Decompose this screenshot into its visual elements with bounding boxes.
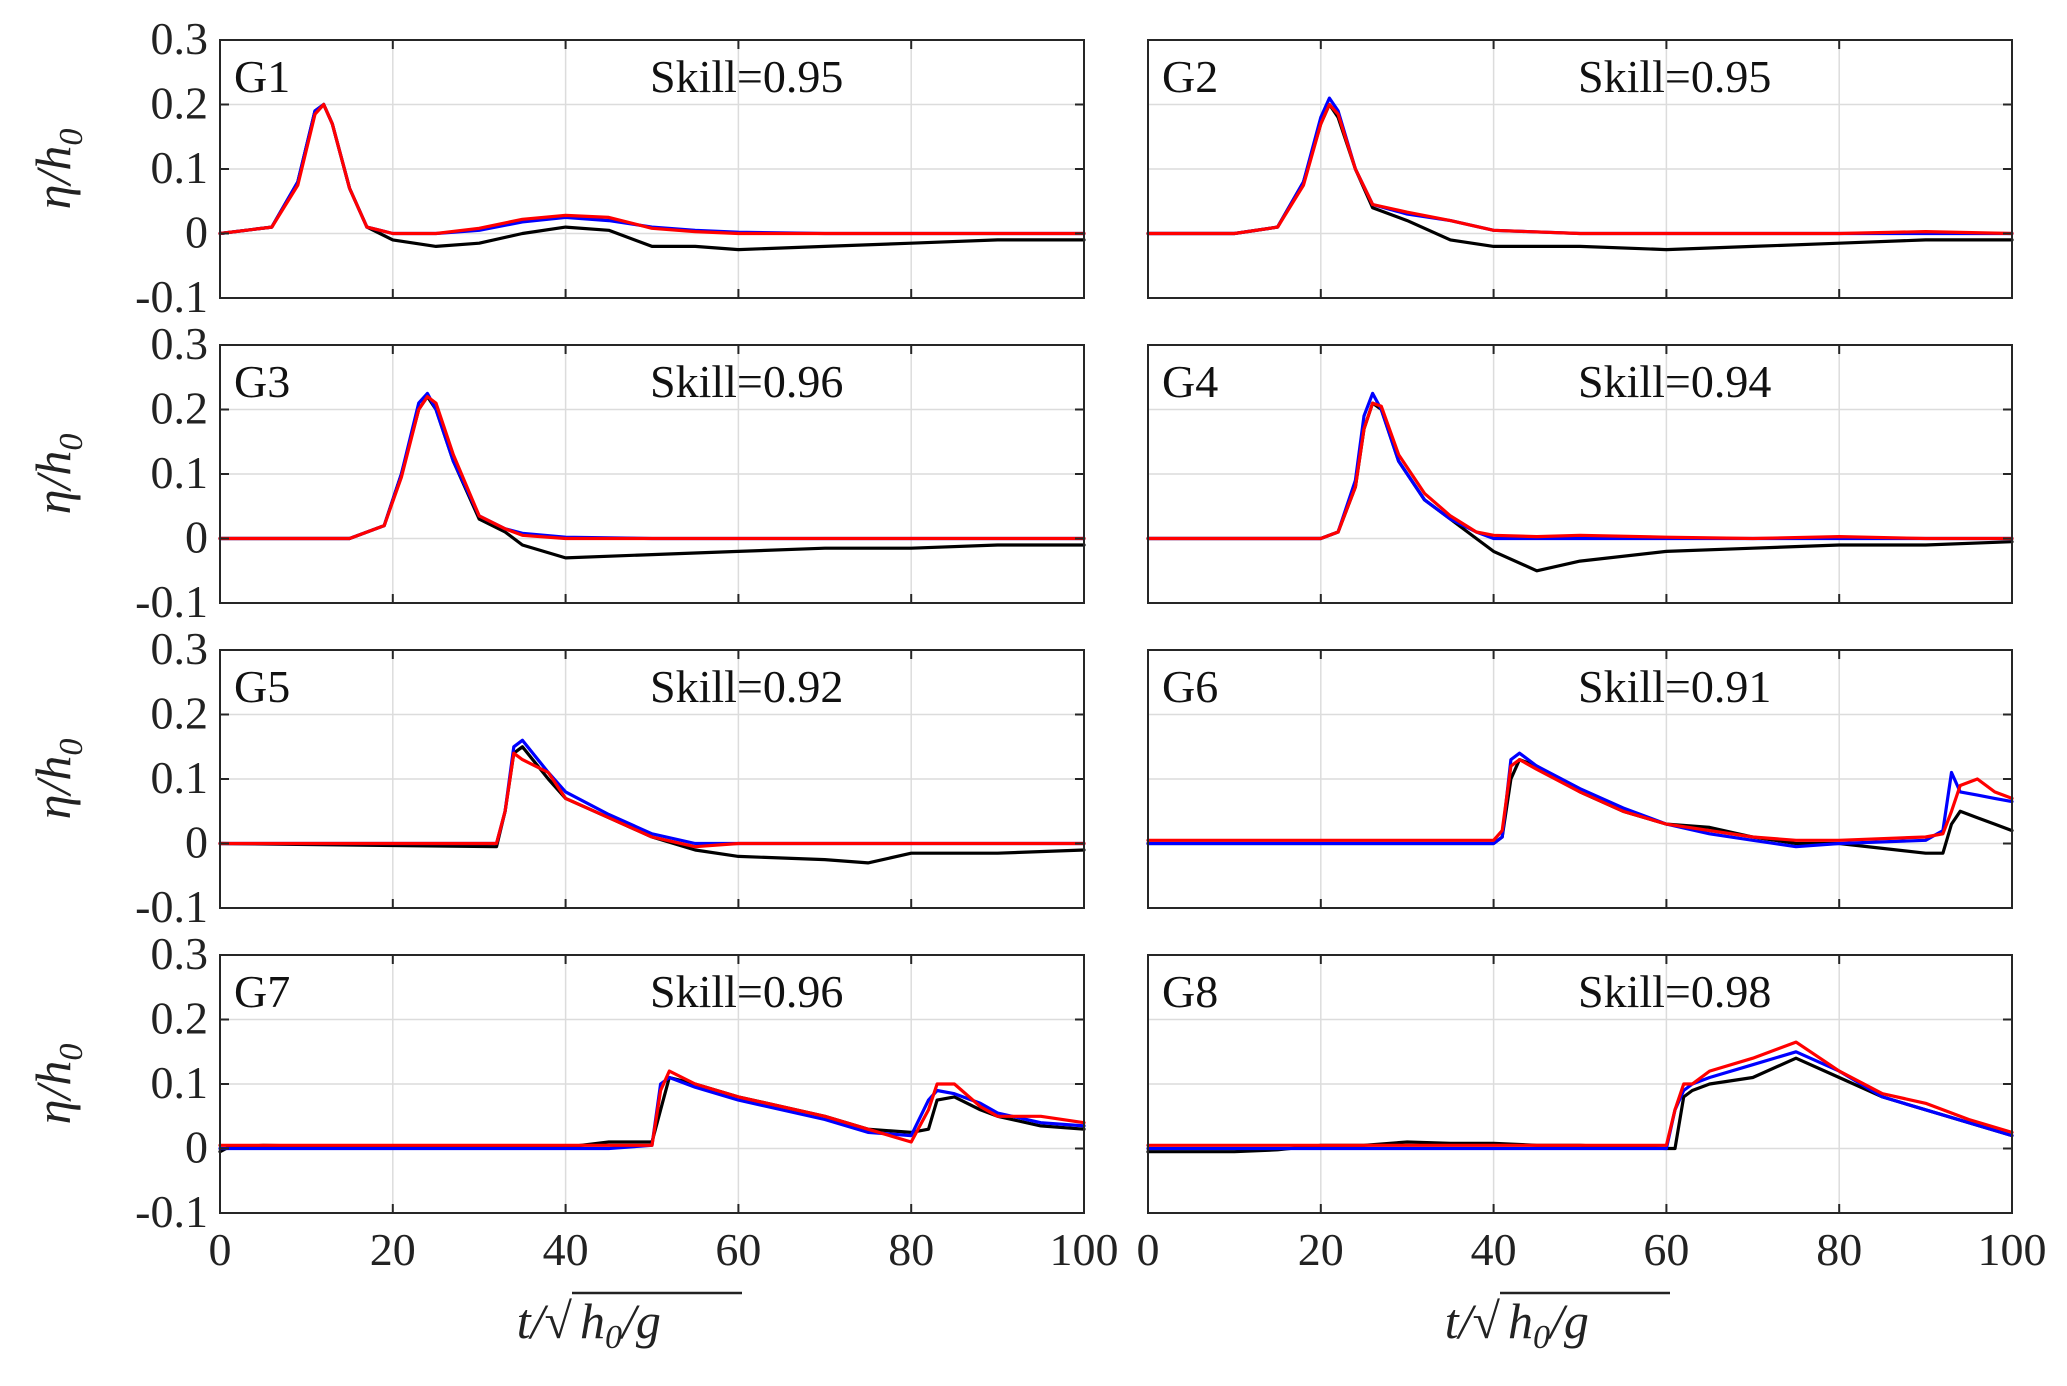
y-tick-label: 0.1	[151, 447, 209, 498]
x-tick-label: 80	[1816, 1224, 1862, 1275]
x-tick-label: 100	[1978, 1224, 2047, 1275]
skill-annotation: Skill=0.94	[1578, 356, 1771, 407]
y-axis-label: η/h0	[25, 739, 90, 820]
panel-label: G8	[1162, 966, 1218, 1017]
skill-annotation: Skill=0.95	[1578, 51, 1771, 102]
y-tick-label: 0.2	[151, 688, 209, 739]
skill-annotation: Skill=0.91	[1578, 661, 1771, 712]
y-tick-label: 0	[185, 512, 208, 563]
x-tick-label: 60	[1643, 1224, 1689, 1275]
series-model_red-g6	[1146, 758, 2014, 842]
svg-text:h0/g: h0/g	[580, 1293, 661, 1356]
series-model_blue-g6	[1146, 751, 2014, 849]
series-measured-g8	[1146, 1056, 2014, 1154]
y-tick-label: 0.3	[151, 13, 209, 64]
x-axis-label: t/√ h0/g	[517, 1291, 742, 1356]
series-model_red-g4	[1146, 401, 2014, 541]
series-model_blue-g5	[218, 738, 1086, 846]
series-model_blue-g2	[1146, 96, 2014, 236]
x-tick-label: 0	[1137, 1224, 1160, 1275]
series-measured-g4	[1146, 401, 2014, 573]
panel-g6: G6 Skill=0.91	[1146, 649, 2014, 909]
series-model_red-g8	[1146, 1040, 2014, 1147]
series-model_blue-g3	[218, 391, 1086, 541]
y-tick-label: -0.1	[135, 271, 208, 322]
y-tick-label: 0.1	[151, 1057, 209, 1108]
y-tick-label: 0.2	[151, 383, 209, 434]
x-tick-label: 100	[1050, 1224, 1119, 1275]
x-tick-label: 60	[715, 1224, 761, 1275]
y-axis-label: η/h0	[25, 434, 90, 515]
y-tick-label: 0.3	[151, 623, 209, 674]
y-tick-label: 0.1	[151, 142, 209, 193]
y-axis-label: η/h0	[25, 129, 90, 210]
panel-label: G7	[234, 966, 290, 1017]
x-axis-label: t/√ h0/g	[1445, 1291, 1670, 1356]
panel-label: G6	[1162, 661, 1218, 712]
panel-label: G1	[234, 51, 290, 102]
y-tick-label: 0.3	[151, 318, 209, 369]
panel-label: G3	[234, 356, 290, 407]
y-tick-label: 0.1	[151, 752, 209, 803]
y-tick-label: 0.2	[151, 78, 209, 129]
panel-g1: -0.1 0 0.1 0.2 0.3 η/h0 G1 Skill=0.95	[25, 13, 1086, 322]
panel-label: G4	[1162, 356, 1218, 407]
skill-annotation: Skill=0.98	[1578, 966, 1771, 1017]
x-tick-label: 20	[1298, 1224, 1344, 1275]
series-model_blue-g8	[1146, 1050, 2014, 1151]
panel-g4: G4 Skill=0.94	[1146, 344, 2014, 604]
y-tick-label: -0.1	[135, 576, 208, 627]
y-tick-label: 0	[185, 1122, 208, 1173]
series-model_red-g5	[218, 751, 1086, 849]
panel-label: G5	[234, 661, 290, 712]
y-tick-label: 0	[185, 207, 208, 258]
panel-label: G2	[1162, 51, 1218, 102]
x-tick-label: 80	[888, 1224, 934, 1275]
series-measured-g3	[218, 395, 1086, 560]
y-tick-label: -0.1	[135, 881, 208, 932]
y-tick-label: -0.1	[135, 1186, 208, 1237]
svg-text:h0/g: h0/g	[1508, 1293, 1589, 1356]
panel-g5: -0.1 0 0.1 0.2 0.3 η/h0 G5 Skill=0.92	[25, 623, 1086, 932]
series-model_red-g7	[218, 1069, 1086, 1147]
skill-annotation: Skill=0.92	[650, 661, 843, 712]
x-tick-label: 40	[543, 1224, 589, 1275]
panel-g2: G2 Skill=0.95	[1146, 39, 2014, 299]
x-tick-label: 40	[1471, 1224, 1517, 1275]
skill-annotation: Skill=0.95	[650, 51, 843, 102]
series-model_blue-g4	[1146, 391, 2014, 541]
skill-annotation: Skill=0.96	[650, 356, 843, 407]
panel-g8: G8 Skill=0.98 0 20 40 60 80 100 t/√ h0/g	[1137, 954, 2047, 1356]
skill-annotation: Skill=0.96	[650, 966, 843, 1017]
panel-g3: -0.1 0 0.1 0.2 0.3 η/h0 G3 Skill=0.96	[25, 318, 1086, 627]
y-tick-label: 0	[185, 817, 208, 868]
series-model_red-g2	[1146, 102, 2014, 236]
y-tick-label: 0.3	[151, 928, 209, 979]
svg-text:t/√: t/√	[1445, 1293, 1501, 1349]
x-tick-label: 0	[209, 1224, 232, 1275]
y-axis-label: η/h0	[25, 1044, 90, 1125]
series-measured-g5	[218, 745, 1086, 865]
y-tick-label: 0.2	[151, 993, 209, 1044]
svg-text:t/√: t/√	[517, 1293, 573, 1349]
series-model_red-g1	[218, 102, 1086, 236]
x-tick-label: 20	[370, 1224, 416, 1275]
series-model_red-g3	[218, 395, 1086, 541]
